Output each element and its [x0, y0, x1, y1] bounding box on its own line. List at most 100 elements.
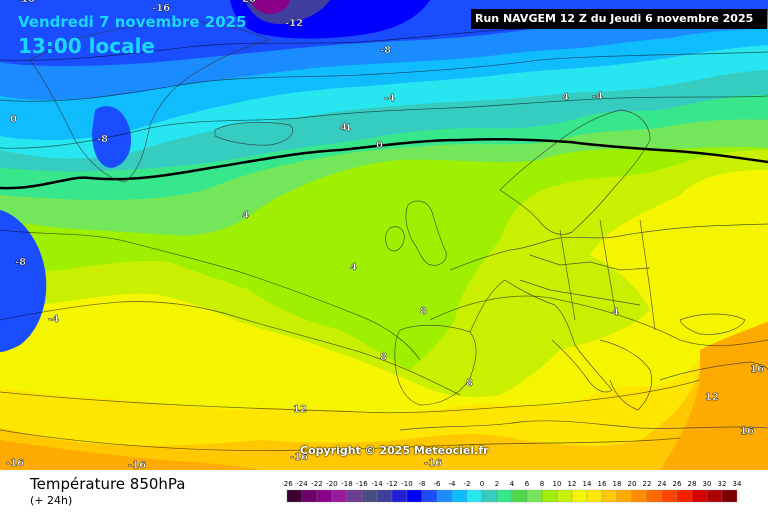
- legend-color-swatch: [721, 489, 738, 503]
- copyright-notice: Copyright © 2025 Meteociel.fr: [300, 444, 489, 457]
- temp-band-minus20: [250, 0, 290, 14]
- legend-color-swatch: [496, 489, 513, 503]
- contour-label: 4: [242, 210, 249, 221]
- legend-color-swatch: [691, 489, 708, 503]
- temperature-map: -20-12-16-8-8-4-4-40044444-8-8-488812121…: [0, 0, 768, 470]
- legend-color-swatch: [646, 489, 663, 503]
- legend-tick-label: 32: [718, 480, 727, 488]
- contour-label: -4: [592, 91, 603, 102]
- legend-tick-label: 18: [613, 480, 622, 488]
- contour-label: -4: [384, 93, 395, 104]
- legend-color-swatch: [706, 489, 723, 503]
- legend-tick-label: -12: [386, 480, 397, 488]
- legend-tick-label: 22: [643, 480, 652, 488]
- legend-tick-label: 20: [628, 480, 637, 488]
- coastlines: [29, 19, 768, 431]
- legend-color-swatch: [601, 489, 618, 503]
- legend-tick-label: 26: [673, 480, 682, 488]
- legend-tick-label: -14: [371, 480, 383, 488]
- forecast-time: 13:00 locale: [18, 34, 155, 58]
- legend-color-swatch: [421, 489, 438, 503]
- contour-label: 4: [612, 307, 619, 318]
- legend-color-swatch: [676, 489, 693, 503]
- map-title: Température 850hPa: [30, 475, 186, 493]
- legend-color-swatch: [361, 489, 378, 503]
- legend-color-swatch: [586, 489, 603, 503]
- contour-label: -16: [6, 458, 24, 469]
- legend-color-swatch: [541, 489, 558, 503]
- legend-tick-label: 24: [658, 480, 667, 488]
- legend-tick-label: -16: [356, 480, 368, 488]
- legend-tick-label: 16: [598, 480, 607, 488]
- warm-southwest: [0, 440, 260, 470]
- contour-label: -16: [424, 458, 442, 469]
- legend-color-swatch: [451, 489, 468, 503]
- legend-color-swatch: [631, 489, 648, 503]
- contour-label: 16: [740, 426, 754, 437]
- freezing-isotherm: [0, 137, 768, 190]
- contour-label: 8: [466, 378, 473, 389]
- legend-tick-label: 0: [480, 480, 484, 488]
- legend-tick-label: 10: [553, 480, 562, 488]
- legend-color-swatch: [511, 489, 528, 503]
- color-scale: -26-24-22-20-18-16-14-12-10-8-6-4-202468…: [283, 480, 742, 503]
- legend-color-swatch: [391, 489, 408, 503]
- contour-label: -4: [340, 123, 351, 134]
- legend-color-swatch: [571, 489, 588, 503]
- legend-color-swatch: [556, 489, 573, 503]
- contour-label: 8: [420, 306, 427, 317]
- contour-label: 4: [562, 92, 569, 103]
- legend-tick-label: -22: [311, 480, 322, 488]
- map-subtitle: (+ 24h): [30, 494, 73, 507]
- contour-label: -8: [15, 257, 26, 268]
- legend-color-swatch: [346, 489, 363, 503]
- model-run-info: Run NAVGEM 12 Z du Jeudi 6 novembre 2025: [471, 9, 767, 29]
- legend-tick-label: 14: [583, 480, 592, 488]
- legend-color-swatch: [466, 489, 483, 503]
- legend-tick-label: -24: [296, 480, 308, 488]
- contour-label: 4: [340, 122, 347, 133]
- contour-label: -8: [15, 257, 26, 268]
- contour-label: 16: [750, 364, 764, 375]
- contour-label: 8: [380, 352, 387, 363]
- legend-color-swatch: [616, 489, 633, 503]
- legend-tick-label: 12: [568, 480, 577, 488]
- legend-tick-label: -26: [283, 480, 293, 488]
- legend-color-swatch: [301, 489, 318, 503]
- cold-pool-west: [0, 210, 47, 352]
- mild-patch-atlantic: [205, 122, 300, 149]
- contour-label: 4: [350, 262, 357, 273]
- warm-southeast: [660, 322, 768, 470]
- legend-tick-label: -10: [401, 480, 412, 488]
- contour-label: 16: [740, 426, 754, 437]
- contour-label: -4: [48, 314, 59, 325]
- contour-label: -12: [285, 18, 303, 29]
- contour-label: -16: [290, 452, 308, 463]
- isotherm-lines: [0, 13, 768, 451]
- legend-color-swatch: [331, 489, 348, 503]
- legend-tick-label: 2: [495, 480, 499, 488]
- legend-tick-label: -4: [449, 480, 457, 488]
- legend-color-swatch: [316, 489, 333, 503]
- legend-color-swatch: [436, 489, 453, 503]
- legend-tick-label: -6: [434, 480, 442, 488]
- legend-tick-label: 34: [733, 480, 742, 488]
- legend-color-swatch: [286, 489, 303, 503]
- contour-label: -10: [17, 0, 35, 5]
- contour-label: 16: [750, 364, 764, 375]
- legend-tick-label: 30: [703, 480, 712, 488]
- legend-color-swatch: [661, 489, 678, 503]
- contour-labels: -20-12-16-8-8-4-4-40044444-8-8-488812121…: [6, 0, 764, 470]
- forecast-date: Vendredi 7 novembre 2025: [18, 13, 247, 31]
- contour-label: -16: [152, 3, 170, 14]
- legend-tick-label: 6: [525, 480, 530, 488]
- legend-tick-label: 8: [540, 480, 544, 488]
- legend-tick-label: 4: [510, 480, 515, 488]
- legend-color-swatch: [376, 489, 393, 503]
- legend-color-swatch: [481, 489, 498, 503]
- contour-label: -20: [238, 0, 256, 5]
- contour-label: 0: [10, 114, 17, 125]
- legend-tick-label: -8: [419, 480, 426, 488]
- contour-label: -16: [128, 460, 146, 470]
- legend-tick-label: -2: [464, 480, 471, 488]
